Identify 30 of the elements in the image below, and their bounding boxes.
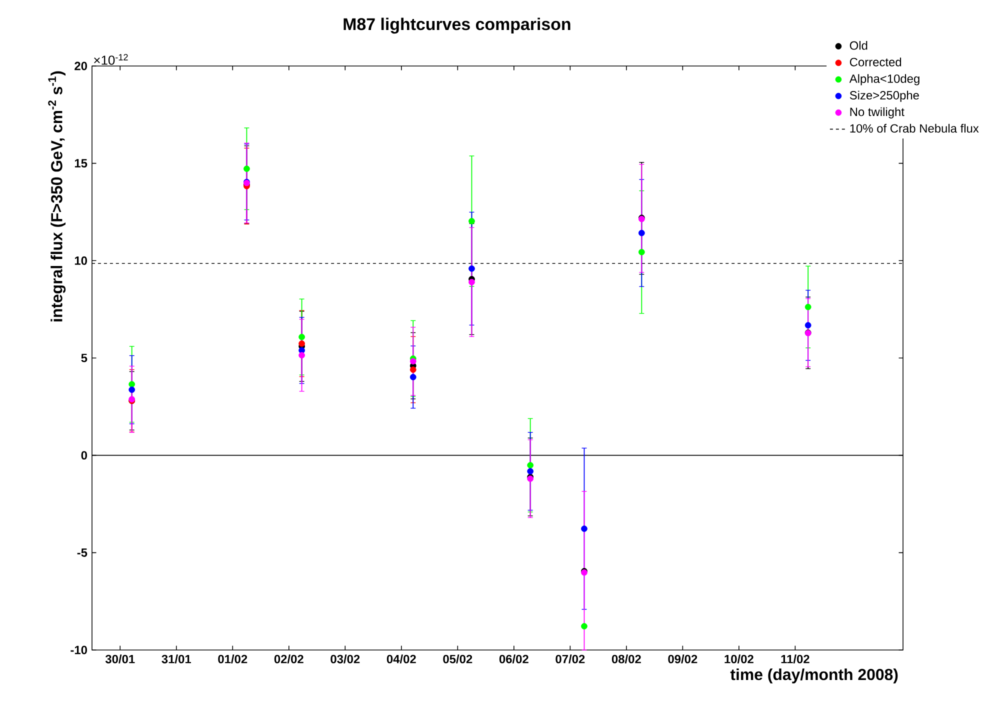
y-tick-label: 20 (74, 62, 87, 70)
y-tick-label: 0 (81, 451, 87, 460)
y-tick-label: 15 (74, 159, 88, 168)
x-tick-label: 01/02 (218, 654, 248, 664)
legend-label: 10% of Crab Nebula flux (850, 124, 979, 133)
x-tick-label: 09/02 (668, 654, 698, 664)
x-tick-label: 08/02 (612, 654, 641, 664)
x-tick-label: 03/02 (330, 654, 360, 664)
x-tick-label: 02/02 (274, 654, 304, 664)
x-axis-title: time (day/month 2008) (730, 668, 898, 684)
y-tick-label: 10 (74, 256, 87, 265)
legend-label: Size>250phe (850, 90, 919, 102)
legend-label: Corrected (850, 58, 902, 66)
legend-label: Alpha<10deg (849, 74, 920, 86)
x-tick-label: 05/02 (443, 654, 472, 664)
x-tick-label: 07/02 (556, 654, 585, 664)
legend-label: No twilight (850, 107, 904, 118)
x-tick-label: 04/02 (386, 654, 416, 664)
y-axis-title: integral flux (F>350 GeV, cm$^{-2}$ s$^{-1}$) (48, 71, 66, 322)
y-tick-label: 5 (81, 354, 88, 362)
legend-label: Old (850, 40, 868, 50)
x-tick-label: 10/02 (724, 654, 754, 664)
x-tick-label: 30/01 (105, 654, 135, 664)
x-tick-label: 11/02 (781, 654, 810, 664)
text: ×10$^{-12}$ (94, 54, 128, 65)
y-tick-label: -10 (70, 646, 87, 654)
x-tick-label: 31/01 (162, 654, 191, 664)
x-tick-label: 06/02 (499, 654, 528, 664)
y-tick-label: -5 (77, 548, 88, 557)
chart-title: M87 lightcurves comparison (344, 18, 570, 34)
